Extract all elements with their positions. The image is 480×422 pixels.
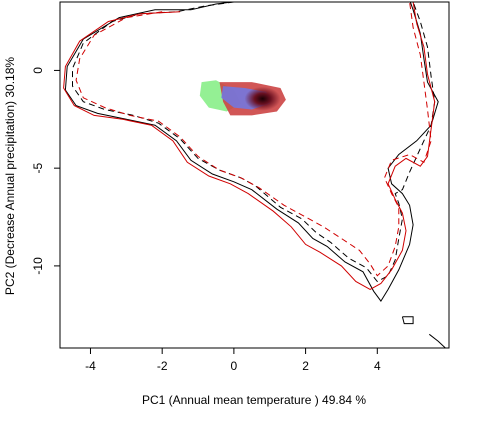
contour-layer [63,2,446,348]
x-tick-label: 2 [302,359,309,373]
black-solid-contour [401,316,414,325]
x-tick-label: -2 [157,359,168,373]
y-axis-title: PC2 (Decrease Annual precipitation) 30.1… [3,57,17,295]
density-core [244,86,281,111]
plot-frame [59,1,450,349]
black-solid-contour [428,333,446,348]
black-dashed-contour [72,2,436,283]
x-tick-label: -4 [85,359,96,373]
x-axis-title: PC1 (Annual mean temperature ) 49.84 % [142,393,366,407]
x-axis: -4 -2 0 2 4 [85,348,381,373]
plot-area [59,1,450,349]
red-solid-contour [63,2,436,290]
y-tick-label: -10 [31,257,45,275]
x-tick-label: 0 [231,359,238,373]
y-tick-label: -5 [31,162,45,173]
red-dashed-contour [75,2,432,277]
y-axis: 0 -5 -10 [31,67,60,275]
y-tick-label: 0 [31,67,45,74]
x-tick-label: 4 [374,359,381,373]
density-layer [199,80,286,116]
black-solid-contour [64,2,439,302]
